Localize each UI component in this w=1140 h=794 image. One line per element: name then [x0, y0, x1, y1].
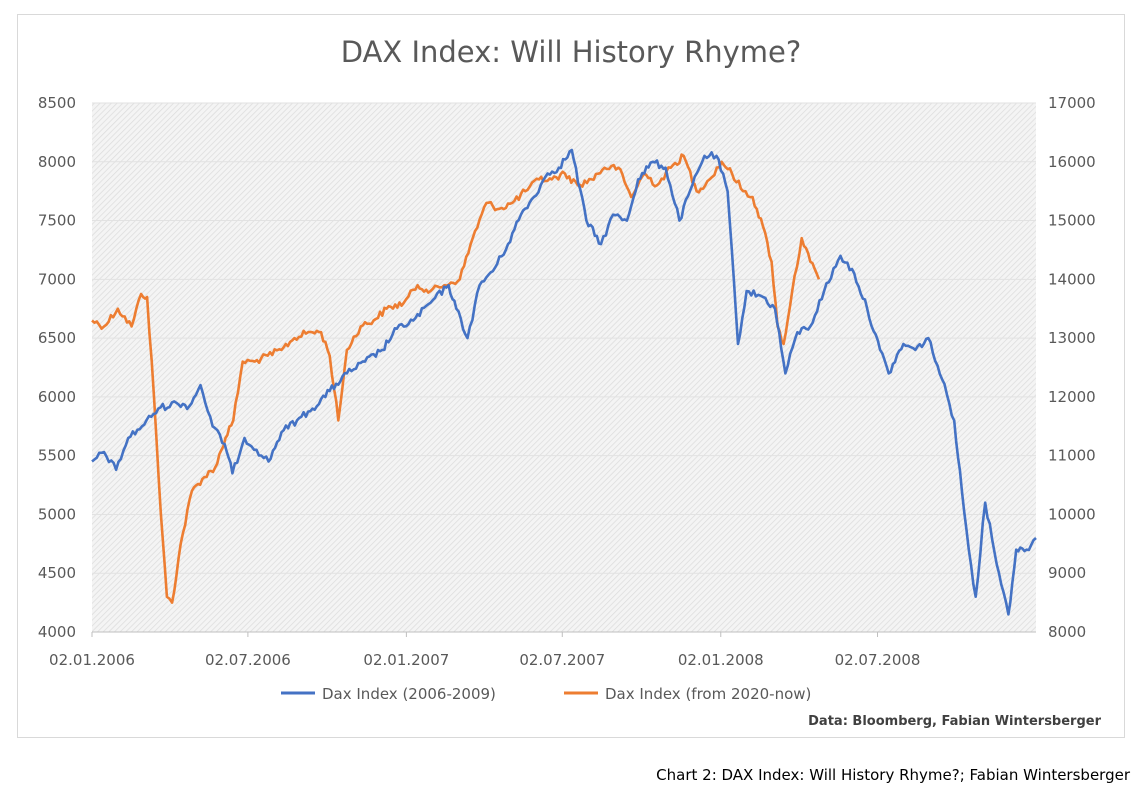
x-tick-02.07.2006: 02.07.2006 — [205, 651, 291, 669]
gridlines — [92, 102, 1036, 633]
left-axis-ticks: 4000 4500 5000 5500 6000 6500 7000 7500 8000 8500 — [38, 94, 76, 641]
figure-caption: Chart 2: DAX Index: Will History Rhyme?;… — [656, 766, 1130, 784]
right-tick-12000: 12000 — [1048, 388, 1096, 406]
left-tick-4500: 4500 — [38, 564, 76, 582]
right-tick-8000: 8000 — [1048, 623, 1086, 641]
left-tick-5500: 5500 — [38, 447, 76, 465]
chart-frame: DAX Index: Will History Rhyme? 4000 4500 5… — [17, 14, 1125, 738]
line-chart: DAX Index: Will History Rhyme? 4000 4500 5… — [38, 35, 1102, 729]
left-tick-8500: 8500 — [38, 94, 76, 112]
left-tick-4000: 4000 — [38, 623, 76, 641]
x-tick-02.01.2008: 02.01.2008 — [678, 651, 764, 669]
left-tick-7000: 7000 — [38, 270, 76, 288]
right-tick-10000: 10000 — [1048, 505, 1096, 523]
right-tick-11000: 11000 — [1048, 447, 1096, 465]
series-layer — [91, 148, 1037, 616]
right-tick-15000: 15000 — [1048, 212, 1096, 230]
series-line-1 — [91, 153, 821, 604]
left-tick-5000: 5000 — [38, 505, 76, 523]
legend-item-dax-2006: Dax Index (2006-2009) — [281, 685, 496, 703]
legend: Dax Index (2006-2009) Dax Index (from 20… — [281, 685, 811, 703]
left-tick-7500: 7500 — [38, 212, 76, 230]
right-tick-9000: 9000 — [1048, 564, 1086, 582]
source-note: Data: Bloomberg, Fabian Wintersberger — [808, 714, 1101, 729]
x-tick-02.07.2007: 02.07.2007 — [519, 651, 605, 669]
plot-area — [92, 103, 1036, 632]
x-tick-02.01.2007: 02.01.2007 — [363, 651, 449, 669]
chart-title: DAX Index: Will History Rhyme? — [341, 35, 802, 69]
left-tick-6500: 6500 — [38, 329, 76, 347]
legend-label-dax-2020: Dax Index (from 2020-now) — [605, 685, 811, 703]
legend-item-dax-2020: Dax Index (from 2020-now) — [564, 685, 811, 703]
left-tick-8000: 8000 — [38, 153, 76, 171]
x-tick-02.01.2006: 02.01.2006 — [49, 651, 135, 669]
right-tick-17000: 17000 — [1048, 94, 1096, 112]
x-tick-02.07.2008: 02.07.2008 — [835, 651, 921, 669]
series-line-0 — [91, 148, 1037, 616]
right-tick-16000: 16000 — [1048, 153, 1096, 171]
right-tick-14000: 14000 — [1048, 270, 1096, 288]
left-tick-6000: 6000 — [38, 388, 76, 406]
right-axis-ticks: 8000 9000 10000 11000 12000 13000 14000 15000 16… — [1048, 94, 1096, 641]
right-tick-13000: 13000 — [1048, 329, 1096, 347]
legend-label-dax-2006: Dax Index (2006-2009) — [322, 685, 496, 703]
x-axis-ticks: 02.01.2006 02.07.2006 02.01.2007 02.07.2007… — [49, 632, 920, 669]
